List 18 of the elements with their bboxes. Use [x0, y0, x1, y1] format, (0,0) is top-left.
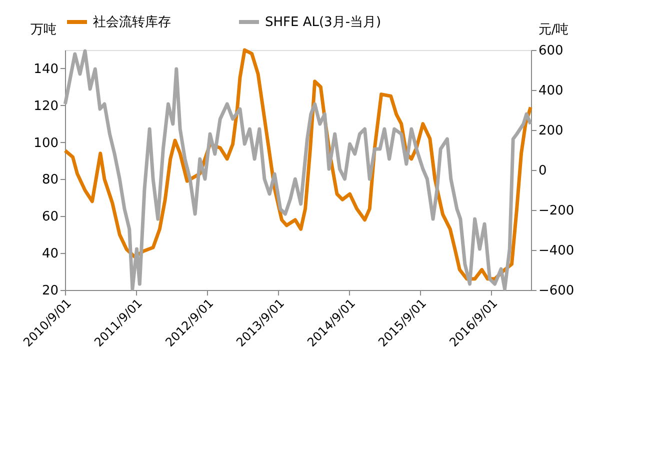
legend-label: SHFE AL(3月-当月)	[265, 15, 382, 30]
y2-tick-label: 600	[538, 44, 564, 58]
y-tick-label: 120	[34, 98, 58, 114]
legend-label: 社会流转库存	[93, 14, 171, 30]
y-tick-label: 100	[34, 136, 58, 151]
y-axis-title: 万吨	[30, 22, 56, 38]
y-tick-label: 80	[42, 172, 58, 188]
y2-tick-label: 0	[538, 164, 547, 178]
y2-tick-label: −600	[538, 284, 574, 298]
y-tick-label: 140	[34, 62, 58, 77]
y2-tick-label: 200	[538, 124, 564, 138]
y2-tick-label: 400	[538, 84, 564, 98]
y2-tick-label: −200	[538, 204, 574, 218]
y-tick-label: 40	[42, 246, 58, 262]
y2-tick-label: −400	[538, 244, 574, 258]
y2-axis-title: 元/吨	[538, 22, 569, 38]
y-tick-label: 60	[42, 210, 58, 225]
y-tick-label: 20	[42, 284, 58, 298]
